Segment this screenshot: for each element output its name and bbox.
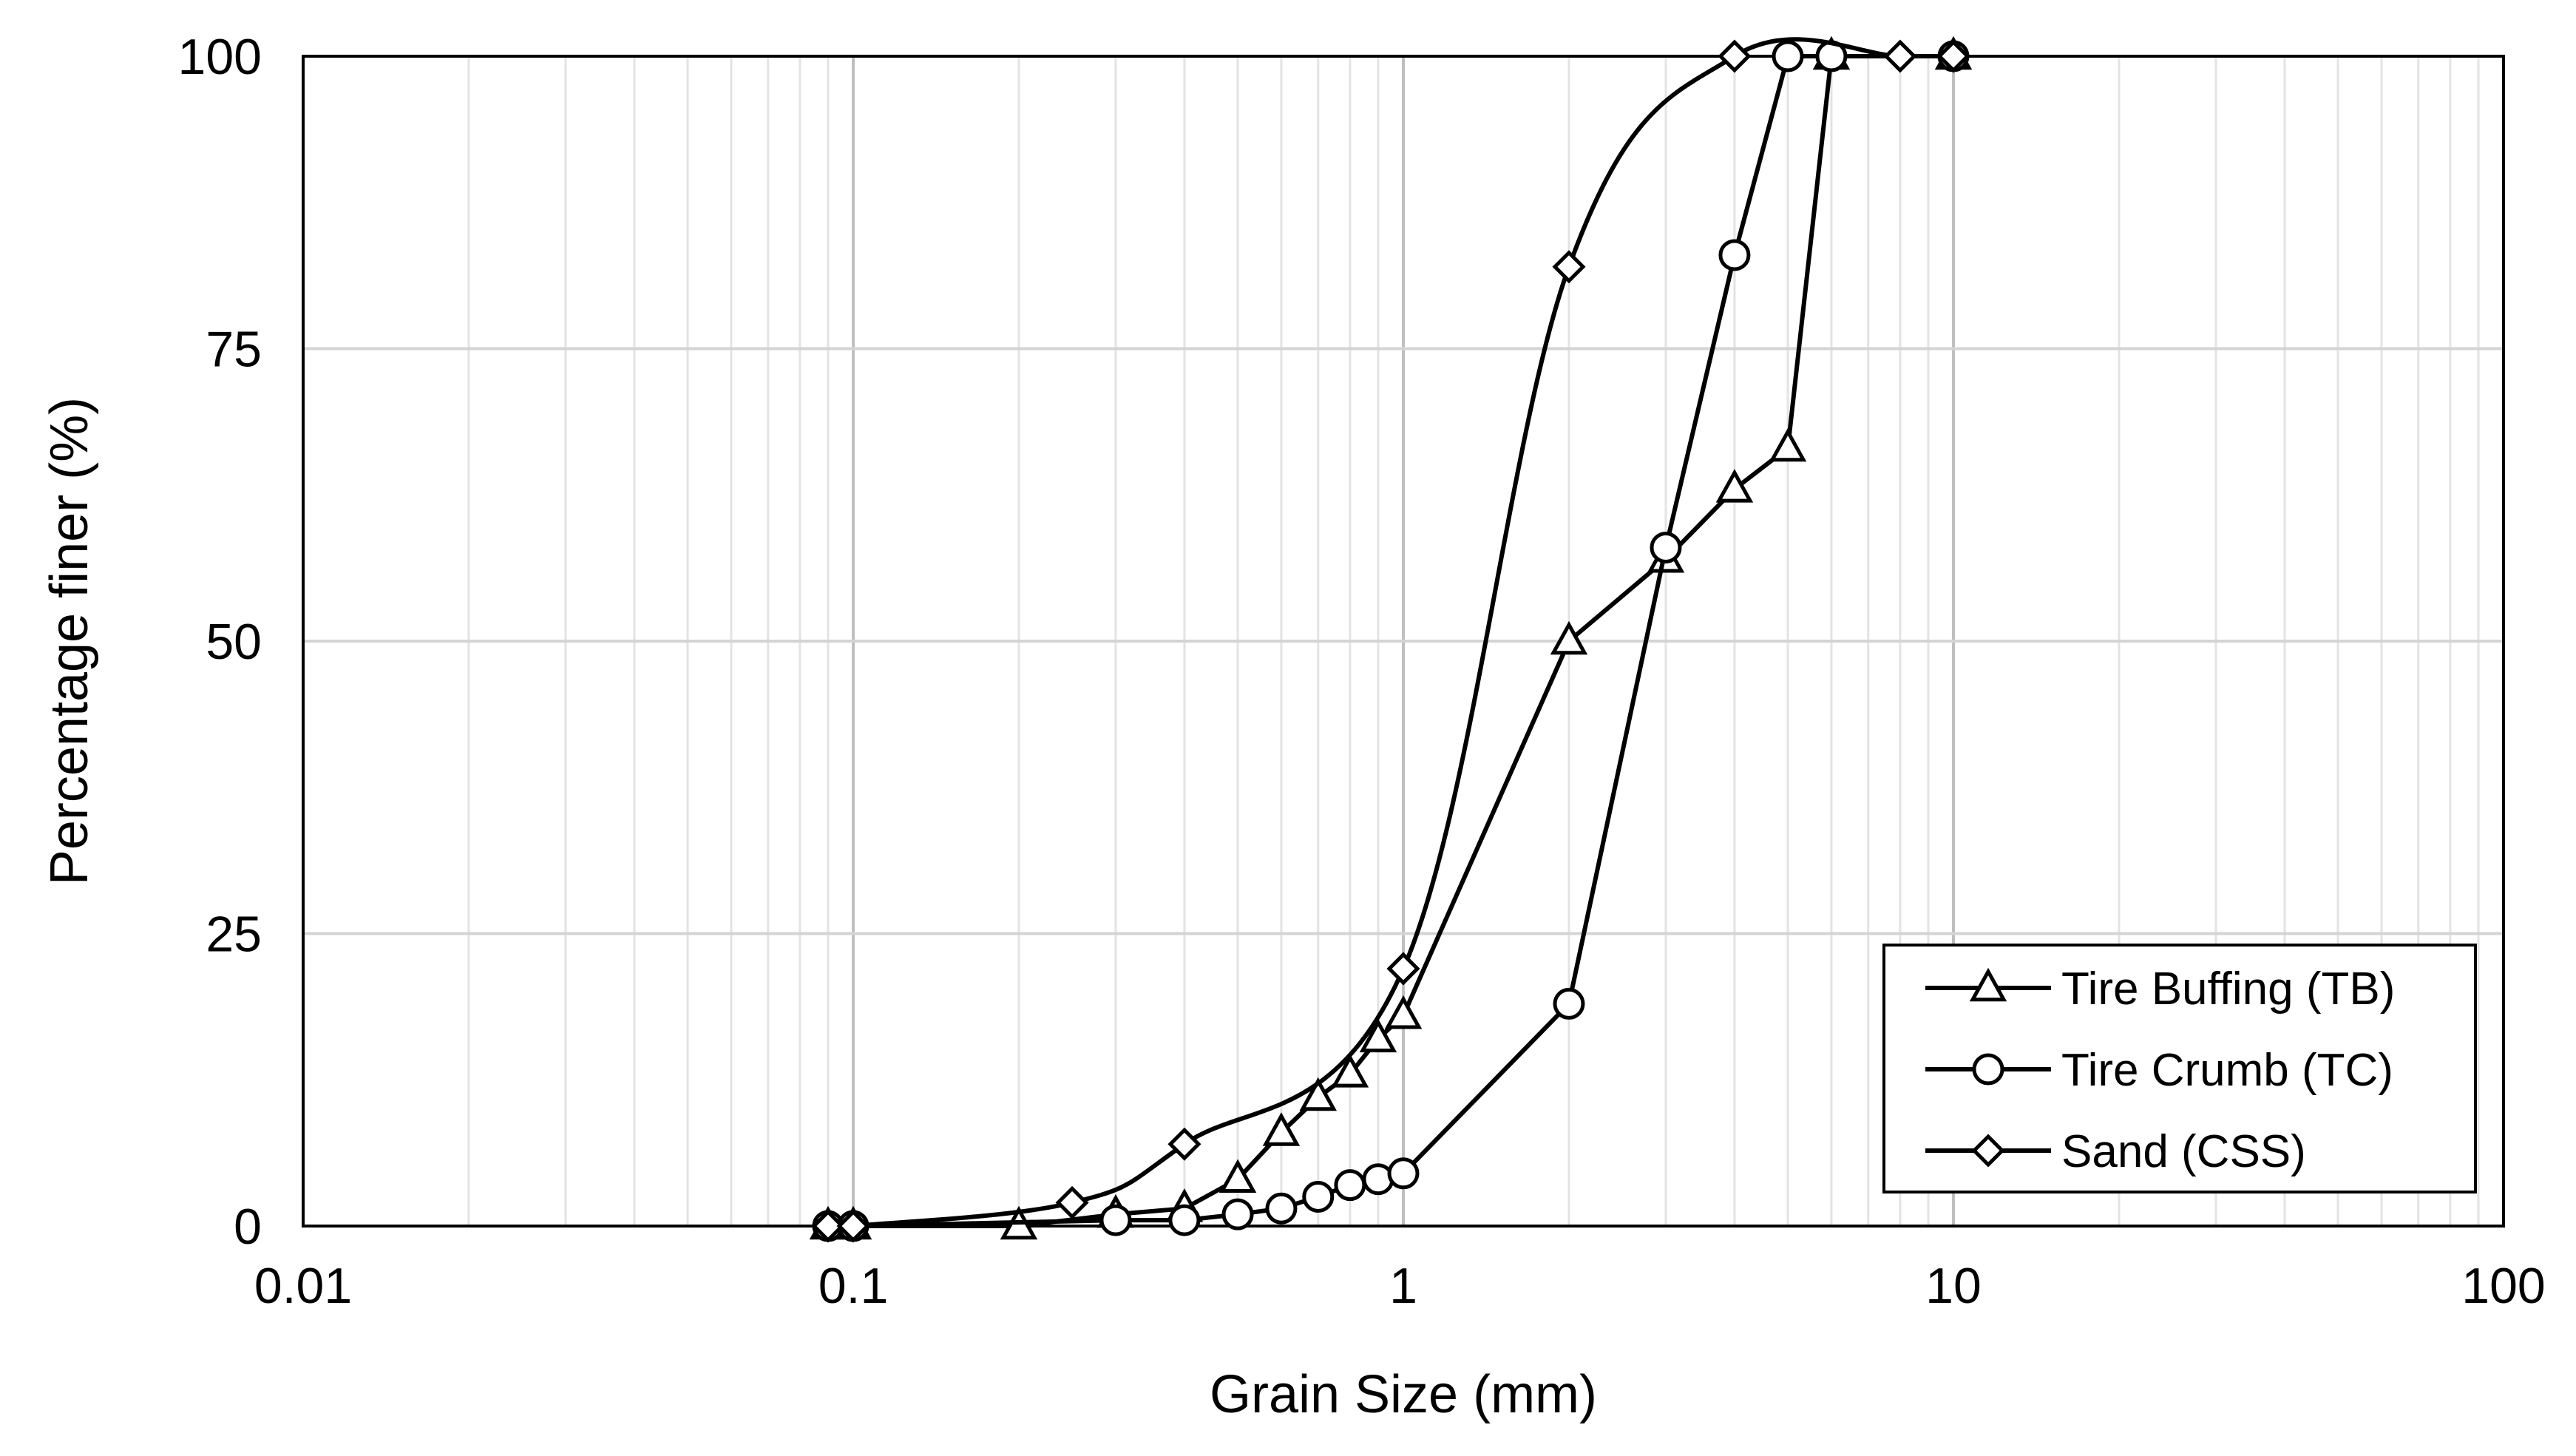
y-tick-label: 0 bbox=[234, 1199, 262, 1255]
data-point bbox=[1359, 1018, 1397, 1053]
series-line bbox=[823, 37, 1953, 1230]
data-point bbox=[1099, 1204, 1132, 1236]
data-point bbox=[1386, 952, 1420, 986]
y-tick-label: 75 bbox=[206, 322, 262, 378]
data-point bbox=[1218, 1159, 1257, 1193]
data-point bbox=[1936, 39, 1970, 73]
data-point bbox=[1221, 1198, 1254, 1230]
plot-area-frame bbox=[302, 55, 2505, 1228]
x-tick-label: 1 bbox=[1389, 1258, 1417, 1314]
data-point bbox=[1552, 250, 1586, 284]
data-point bbox=[1715, 469, 1754, 503]
data-point bbox=[1334, 1169, 1366, 1202]
data-point bbox=[1387, 1157, 1420, 1190]
series-layer bbox=[809, 35, 1973, 1243]
y-tick-label: 25 bbox=[206, 907, 262, 963]
y-tick-label: 50 bbox=[206, 614, 262, 670]
x-tick-label: 100 bbox=[2461, 1258, 2545, 1314]
legend-label: Sand (CSS) bbox=[2061, 1126, 2306, 1177]
x-tick-label: 10 bbox=[1925, 1258, 1982, 1314]
data-point bbox=[1772, 40, 1804, 72]
legend-label: Tire Buffing (TB) bbox=[2061, 964, 2395, 1015]
data-point bbox=[1331, 1054, 1369, 1088]
x-tick-label: 0.01 bbox=[254, 1258, 352, 1314]
data-point bbox=[1167, 1127, 1201, 1161]
data-point bbox=[1550, 620, 1588, 655]
data-point bbox=[1262, 1112, 1301, 1146]
x-tick-label: 0.1 bbox=[818, 1258, 889, 1314]
legend-label: Tire Crumb (TC) bbox=[2061, 1045, 2393, 1096]
legend-marker bbox=[1969, 967, 2007, 1002]
data-point bbox=[1553, 987, 1585, 1020]
data-point bbox=[1299, 1077, 1338, 1111]
axes-layer: 0.01 0.1 1 10 100 0 25 50 75 100 bbox=[178, 29, 2546, 1314]
x-axis-title: Grain Size (mm) bbox=[1210, 1365, 1597, 1424]
data-point bbox=[1168, 1204, 1201, 1236]
legend-marker bbox=[1972, 1053, 2004, 1086]
legend-marker bbox=[1971, 1134, 2005, 1168]
data-point bbox=[1302, 1180, 1335, 1213]
data-point bbox=[811, 1209, 845, 1243]
data-point bbox=[1883, 39, 1917, 73]
data-point bbox=[1055, 1185, 1089, 1219]
data-point bbox=[1265, 1192, 1298, 1225]
data-point bbox=[1718, 39, 1752, 73]
data-point bbox=[1769, 427, 1807, 462]
data-point bbox=[1384, 995, 1423, 1029]
y-tick-label: 100 bbox=[178, 29, 262, 85]
y-axis-title: Percentage finer (%) bbox=[40, 397, 99, 885]
data-point bbox=[1650, 531, 1682, 563]
data-point bbox=[1718, 239, 1751, 271]
legend: Tire Buffing (TB) Tire Crumb (TC) Sand (CS… bbox=[1882, 944, 2477, 1193]
data-point bbox=[836, 1209, 870, 1243]
series-diamond bbox=[811, 37, 1970, 1243]
